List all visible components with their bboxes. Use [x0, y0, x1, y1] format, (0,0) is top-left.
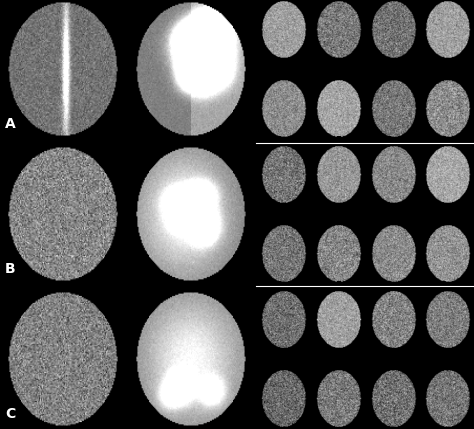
Title: 9 s: 9 s [277, 70, 291, 79]
Title: 0 s: 0 s [277, 136, 291, 145]
Title: 22.5 s: 22.5 s [434, 215, 463, 224]
Title: 6 s: 6 s [441, 281, 455, 290]
Title: 13.5 s: 13.5 s [324, 215, 353, 224]
Title: 9 s: 9 s [277, 215, 291, 224]
Title: 18 s: 18 s [384, 215, 403, 224]
Text: A: A [5, 117, 16, 131]
Title: 6 s: 6 s [441, 136, 455, 145]
Title: 13.5 s: 13.5 s [324, 70, 353, 79]
Title: 22.5 s: 22.5 s [434, 360, 463, 369]
Title: 9 s: 9 s [277, 360, 291, 369]
Title: 18 s: 18 s [384, 70, 403, 79]
Title: 3 s: 3 s [387, 136, 400, 145]
Title: 13.5 s: 13.5 s [324, 360, 353, 369]
Title: 0 s: 0 s [277, 281, 291, 290]
Title: 18 s: 18 s [384, 360, 403, 369]
Text: B: B [5, 262, 16, 276]
Title: 1.5 s: 1.5 s [328, 281, 350, 290]
Text: C: C [5, 407, 15, 421]
Title: 22.5 s: 22.5 s [434, 70, 463, 79]
Title: 1.5 s: 1.5 s [328, 136, 350, 145]
Title: 3 s: 3 s [387, 281, 400, 290]
